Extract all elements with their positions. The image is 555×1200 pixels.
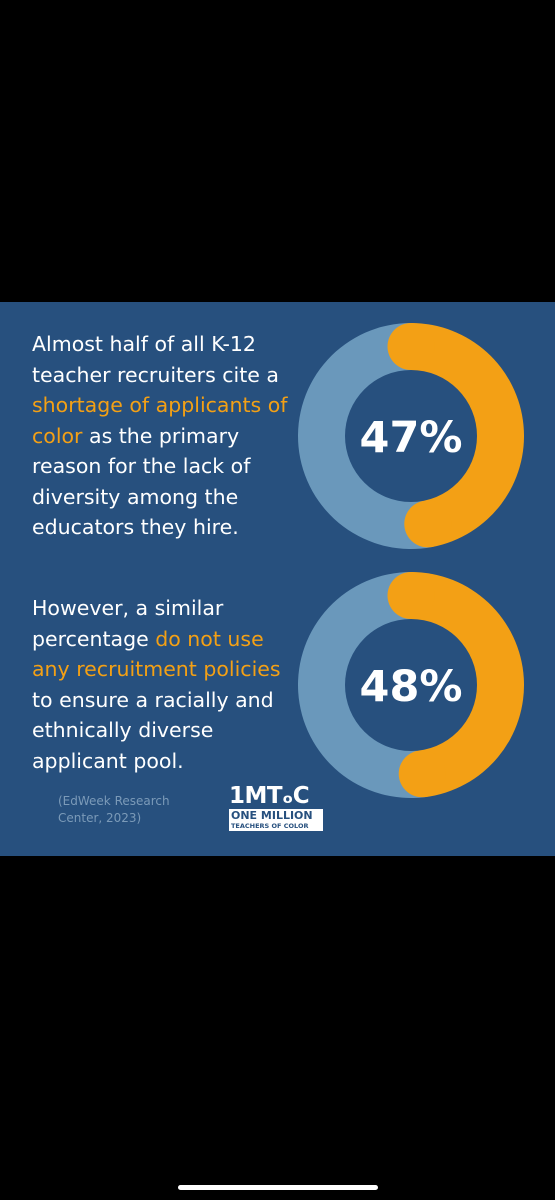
donut-2-percent-label: 48%: [360, 662, 463, 712]
logo-mark: 1MTₒC: [229, 783, 310, 809]
one-million-teachers-of-color-logo: 1MTₒC ONE MILLION TEACHERS OF COLOR: [229, 784, 323, 831]
donut-1-percent-label: 47%: [360, 413, 463, 463]
home-indicator[interactable]: [178, 1185, 378, 1190]
stat-1-text-before: Almost half of all K-12 teacher recruite…: [32, 332, 279, 387]
logo-line-one-million: ONE MILLION: [231, 809, 313, 822]
stat-2-text-highlight: do not use any recruitment policies: [32, 626, 281, 682]
stat-2-text-after: to ensure a racially and ethnically dive…: [32, 687, 274, 773]
donut-1-arc-cap-end: [404, 500, 452, 548]
source-citation: (EdWeek Research Center, 2023): [58, 794, 170, 825]
donut-1-arc-cap-start: [387, 323, 435, 370]
stat-1-text-after: as the primary reason for the lack of di…: [32, 423, 251, 540]
logo-line-teachers-of-color: TEACHERS OF COLOR: [231, 822, 309, 830]
donut-2-arc-cap-end: [398, 750, 446, 798]
infographic-card: Almost half of all K-12 teacher recruite…: [0, 302, 555, 856]
stat-1-text-highlight: shortage of applicants of color: [32, 393, 288, 448]
donut-chart-2: 48%: [298, 572, 524, 798]
stat-2-description: However, a similar percentage do not use…: [32, 593, 302, 776]
donut-2-arc-cap-start: [387, 572, 435, 619]
donut-1-center: [345, 370, 477, 502]
donut-2-center: [345, 619, 477, 751]
stat-1-description: Almost half of all K-12 teacher recruite…: [32, 329, 302, 543]
stat-2-text-before: However, a similar percentage: [32, 596, 224, 651]
logo-wordmark-box: ONE MILLION TEACHERS OF COLOR: [229, 809, 323, 831]
donut-chart-1: 47%: [298, 323, 524, 549]
